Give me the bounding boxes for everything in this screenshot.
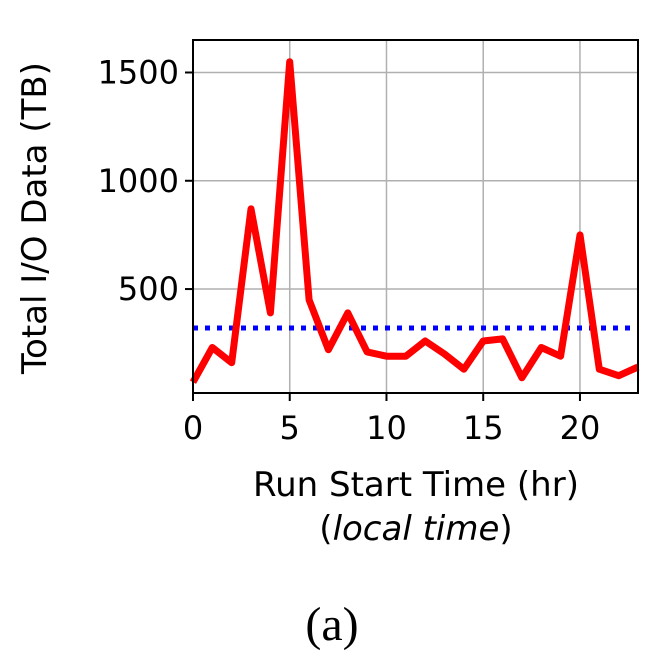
x-tick-label-1: 5 — [280, 409, 300, 447]
y-tick-label-2: 1500 — [98, 53, 179, 91]
series-line-0 — [189, 58, 640, 384]
y-axis-label: Total I/O Data (TB) — [15, 62, 55, 375]
x-axis-label: Run Start Time (hr) — [253, 465, 579, 505]
grid-lines — [192, 40, 638, 393]
x-axis-sublabel-open: ( — [319, 509, 332, 549]
tick-labels: 0 5 10 15 20 500 1000 1500 — [98, 53, 601, 447]
x-tick-label-4: 20 — [560, 409, 601, 447]
x-axis-sublabel-close: ) — [499, 509, 512, 549]
y-tick-label-1: 1000 — [98, 162, 179, 200]
plot-frame — [192, 39, 639, 394]
x-axis-sublabel-italic: local time — [333, 509, 500, 549]
plot-area — [189, 58, 640, 384]
figure-caption: (a) — [305, 598, 358, 651]
axes — [185, 39, 639, 401]
x-axis-sublabel: (local time) — [319, 509, 512, 549]
y-tick-label-0: 500 — [118, 270, 179, 308]
x-tick-label-2: 10 — [366, 409, 407, 447]
x-tick-label-3: 15 — [463, 409, 504, 447]
x-tick-label-0: 0 — [183, 409, 203, 447]
